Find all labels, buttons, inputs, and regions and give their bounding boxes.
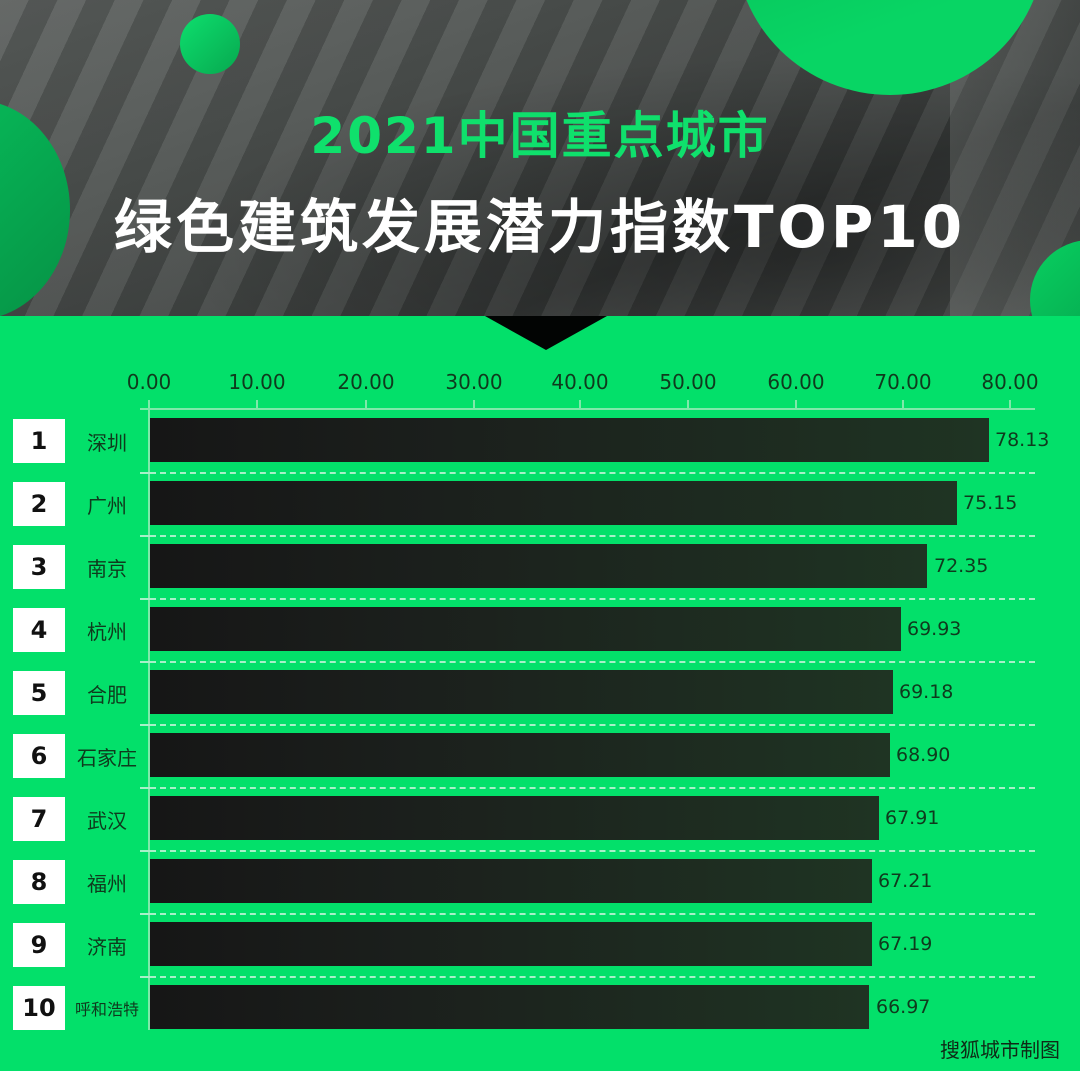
- header-banner: 2021中国重点城市 绿色建筑发展潜力指数TOP10: [0, 0, 1080, 316]
- value-label: 78.13: [995, 429, 1050, 451]
- title-line-2: 绿色建筑发展潜力指数TOP10: [113, 193, 967, 261]
- rank-badge: 5: [13, 671, 65, 715]
- row-separator: [150, 913, 1035, 915]
- bar: [150, 418, 989, 462]
- row-separator: [150, 787, 1035, 789]
- y-tick: [140, 661, 150, 663]
- city-label: 石家庄: [77, 745, 137, 770]
- x-tick: [256, 400, 258, 409]
- chart-row: 5 合肥 69.18: [0, 666, 1080, 729]
- source-credit: 搜狐城市制图: [940, 1038, 1060, 1062]
- rank-badge: 8: [13, 860, 65, 904]
- rank-badge: 6: [13, 734, 65, 778]
- bar: [150, 796, 879, 840]
- row-separator: [150, 598, 1035, 600]
- bar: [150, 607, 901, 651]
- bar: [150, 985, 869, 1029]
- y-tick: [140, 913, 150, 915]
- city-label: 呼和浩特: [74, 1000, 139, 1019]
- value-label: 67.19: [878, 933, 933, 955]
- x-tick: [902, 400, 904, 409]
- value-label: 75.15: [963, 492, 1018, 514]
- x-tick-label: 10.00: [228, 370, 286, 394]
- bar: [150, 733, 890, 777]
- bar: [150, 481, 957, 525]
- city-label: 南京: [87, 556, 127, 581]
- chart-row: 2 广州 75.15: [0, 477, 1080, 540]
- chart-row: 3 南京 72.35: [0, 540, 1080, 603]
- rank-badge: 7: [13, 797, 65, 841]
- value-label: 66.97: [876, 996, 931, 1018]
- x-axis-labels: 0.00 10.00 20.00 30.00 40.00 50.00 60.00…: [0, 370, 1080, 396]
- city-label: 济南: [87, 934, 127, 959]
- city-label: 武汉: [87, 808, 127, 833]
- row-separator: [150, 976, 1035, 978]
- y-tick: [140, 472, 150, 474]
- rank-badge: 10: [13, 986, 65, 1030]
- chart-row: 7 武汉 67.91: [0, 792, 1080, 855]
- x-axis-line: [140, 408, 1035, 410]
- rank-badge: 2: [13, 482, 65, 526]
- decorative-circle-small: [180, 14, 240, 74]
- row-separator: [150, 535, 1035, 537]
- x-tick: [473, 400, 475, 409]
- title-line-1: 2021中国重点城市: [310, 107, 770, 165]
- x-tick-label: 70.00: [874, 370, 932, 394]
- rank-badge: 3: [13, 545, 65, 589]
- x-tick-label: 60.00: [767, 370, 825, 394]
- y-tick: [140, 976, 150, 978]
- x-tick-label: 50.00: [659, 370, 717, 394]
- x-tick-label: 80.00: [981, 370, 1039, 394]
- x-tick-label: 20.00: [337, 370, 395, 394]
- city-label: 深圳: [87, 430, 127, 455]
- x-tick-label: 0.00: [126, 370, 172, 394]
- row-separator: [150, 472, 1035, 474]
- y-axis-line: [148, 400, 150, 1030]
- x-tick: [687, 400, 689, 409]
- value-label: 69.18: [899, 681, 954, 703]
- y-tick: [140, 598, 150, 600]
- value-label: 67.91: [885, 807, 940, 829]
- city-label: 广州: [87, 493, 127, 518]
- y-tick: [140, 787, 150, 789]
- chart-row: 8 福州 67.21: [0, 855, 1080, 918]
- value-label: 72.35: [934, 555, 989, 577]
- x-tick-label: 40.00: [551, 370, 609, 394]
- city-label: 福州: [87, 871, 127, 896]
- y-tick: [140, 850, 150, 852]
- chart-row: 10 呼和浩特 66.97: [0, 981, 1080, 1044]
- value-label: 69.93: [907, 618, 962, 640]
- chart-row: 4 杭州 69.93: [0, 603, 1080, 666]
- rank-badge: 1: [13, 419, 65, 463]
- city-label: 杭州: [87, 619, 127, 644]
- chart-row: 1 深圳 78.13: [0, 414, 1080, 477]
- rank-badge: 4: [13, 608, 65, 652]
- city-label: 合肥: [87, 682, 127, 707]
- rank-badge: 9: [13, 923, 65, 967]
- row-separator: [150, 661, 1035, 663]
- x-tick: [795, 400, 797, 409]
- down-pointer-icon: [485, 316, 607, 350]
- bar: [150, 544, 927, 588]
- row-separator: [150, 724, 1035, 726]
- bar: [150, 859, 872, 903]
- y-tick: [140, 724, 150, 726]
- value-label: 68.90: [896, 744, 951, 766]
- y-tick: [140, 535, 150, 537]
- x-tick-label: 30.00: [445, 370, 503, 394]
- x-tick: [365, 400, 367, 409]
- chart-row: 9 济南 67.19: [0, 918, 1080, 981]
- x-tick: [1009, 400, 1011, 409]
- chart-row: 6 石家庄 68.90: [0, 729, 1080, 792]
- bar: [150, 670, 893, 714]
- value-label: 67.21: [878, 870, 933, 892]
- row-separator: [150, 850, 1035, 852]
- bar: [150, 922, 872, 966]
- x-tick: [579, 400, 581, 409]
